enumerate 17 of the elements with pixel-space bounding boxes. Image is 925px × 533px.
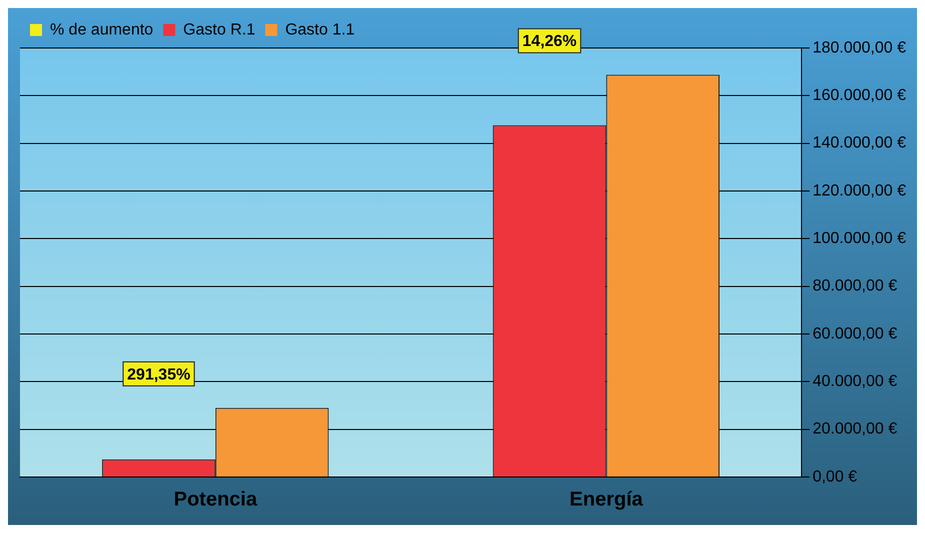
annotation: 291,35% bbox=[127, 366, 190, 384]
annotation: 14,26% bbox=[522, 33, 577, 50]
y-tick-label: 20.000,00 € bbox=[812, 420, 898, 438]
y-tick-label: 140.000,00 € bbox=[812, 134, 906, 152]
legend-label: Gasto R.1 bbox=[183, 21, 256, 38]
y-tick-label: 0,00 € bbox=[812, 468, 858, 486]
y-tick-label: 40.000,00 € bbox=[812, 373, 898, 390]
x-tick-label: Potencia bbox=[174, 488, 258, 511]
x-tick-label: Energía bbox=[570, 488, 644, 511]
y-tick-label: 100.000,00 € bbox=[812, 230, 906, 248]
y-tick-label: 120.000,00 € bbox=[812, 182, 906, 200]
legend-label: % de aumento bbox=[50, 21, 154, 38]
y-tick-label: 60.000,00 € bbox=[812, 325, 898, 342]
legend-label: Gasto 1.1 bbox=[285, 21, 355, 38]
y-tick-label: 160.000,00 € bbox=[812, 87, 906, 104]
y-tick-label: 180.000,00 € bbox=[812, 39, 906, 56]
y-tick-label: 80.000,00 € bbox=[812, 278, 898, 295]
